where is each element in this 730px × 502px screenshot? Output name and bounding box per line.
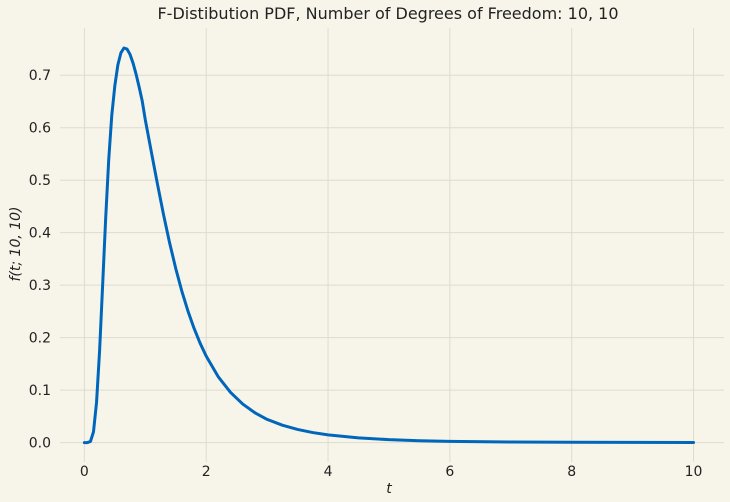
y-tick-label: 0.4 [29,226,51,242]
y-tick-label: 0.6 [29,121,51,137]
y-tick-label: 0.5 [29,173,51,189]
y-gridlines [60,74,724,444]
y-axis-label: f(t; 10, 10) [8,206,24,281]
y-tick-label: 0.1 [29,383,51,399]
y-tick-label: 0.2 [29,331,51,347]
chart-title: F-Distibution PDF, Number of Degrees of … [157,4,618,23]
y-tick-labels: 0.0 0.1 0.2 0.3 0.4 0.5 0.6 0.7 [29,68,51,451]
y-tick-label: 0.7 [29,68,51,84]
pdf-curve [82,46,696,445]
x-gridlines [83,28,695,462]
x-tick-label: 0 [80,464,89,480]
x-axis-label: t [386,481,392,497]
y-tick-label: 0.3 [29,278,51,294]
x-tick-labels: 0 2 4 6 8 10 [80,464,703,480]
x-tick-label: 10 [685,464,703,480]
x-tick-label: 4 [324,464,333,480]
x-tick-label: 8 [567,464,576,480]
y-tick-label: 0.0 [29,436,51,452]
x-tick-label: 2 [202,464,211,480]
x-tick-label: 6 [445,464,454,480]
